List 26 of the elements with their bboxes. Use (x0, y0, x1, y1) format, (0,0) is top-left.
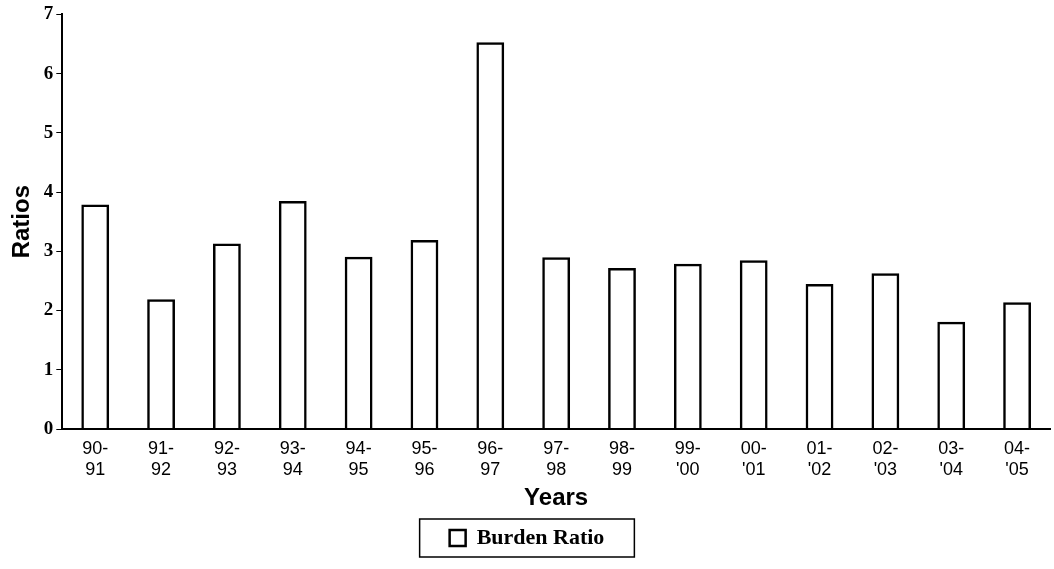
y-tick-label: 4 (43, 179, 54, 201)
y-tick-label: 7 (43, 2, 54, 24)
y-tick-label: 1 (43, 357, 54, 379)
y-tick-label: 0 (43, 416, 54, 438)
y-tick-label: 6 (43, 61, 54, 83)
y-axis-title: Ratios (7, 185, 35, 259)
x-tick-label: 99- '00 (674, 437, 701, 480)
x-tick-label: 98- 99 (608, 437, 636, 480)
x-tick-label: 93- 94 (279, 437, 306, 480)
x-tick-label: 94- 95 (345, 437, 372, 480)
legend-label: Burden Ratio (476, 523, 605, 549)
x-tick-label: 03- '04 (938, 437, 965, 480)
x-tick-label: 92- 93 (213, 437, 240, 480)
x-tick-label: 97- 98 (543, 437, 570, 480)
x-tick-label: 02- '03 (872, 437, 899, 480)
x-tick-label: 95- 96 (411, 437, 438, 480)
x-tick-label: 96- 97 (477, 437, 504, 480)
x-tick-label: 90- 91 (82, 437, 109, 480)
y-tick-label: 5 (43, 120, 54, 142)
x-tick-label: 01- '02 (806, 437, 833, 480)
y-tick-label: 2 (43, 298, 54, 320)
x-tick-label: 04- '05 (1004, 437, 1031, 480)
x-tick-label: 91- 92 (148, 437, 175, 480)
x-axis-title: Years (524, 483, 589, 511)
y-tick-label: 3 (43, 239, 54, 261)
x-tick-label: 00- '01 (740, 437, 767, 480)
